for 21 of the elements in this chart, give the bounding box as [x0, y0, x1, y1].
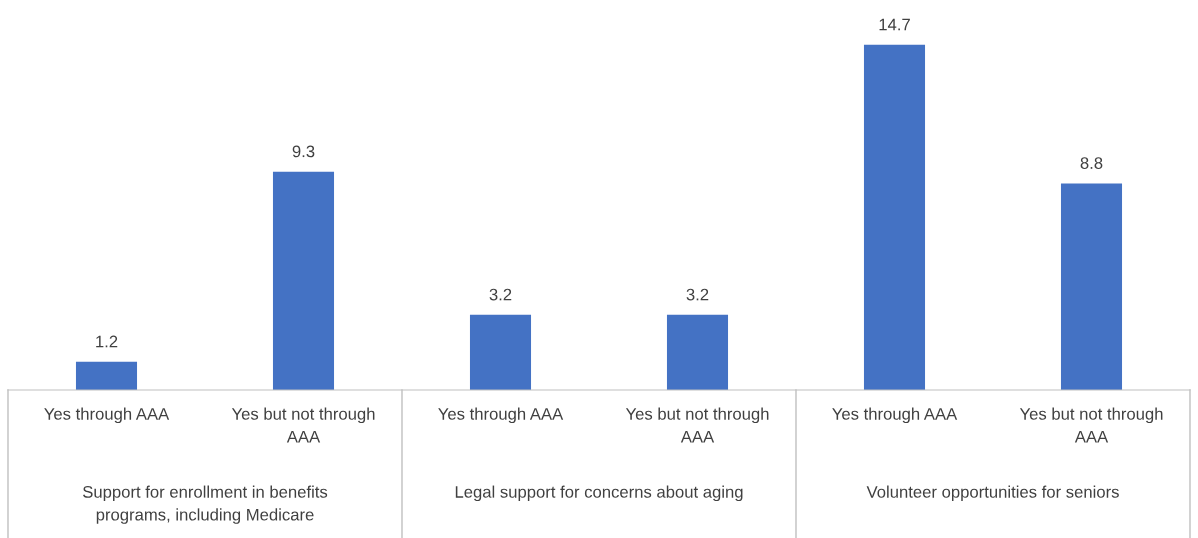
bar: [272, 171, 335, 390]
x-tick-label: Yes through AAA: [438, 407, 564, 424]
data-label: 14.7: [879, 18, 910, 31]
data-label: 8.8: [1080, 157, 1103, 169]
text: Volunteer opportunities for seniors: [866, 485, 1119, 502]
text: Legal support for concerns about aging: [455, 485, 743, 502]
data-label: 3.2: [686, 288, 709, 301]
bar: [863, 44, 926, 390]
x-tick-label: Yes but not through AAA: [625, 407, 769, 443]
bar: [666, 314, 729, 390]
data-label: 1.2: [96, 335, 118, 348]
bar: [1060, 183, 1123, 390]
x-tick-label: Yes through AAA: [832, 407, 958, 424]
x-tick-label: Yes but not through AAA: [231, 407, 375, 443]
bar: [75, 361, 138, 390]
text: Support for enrollment in benefits programs, including Medicare: [83, 485, 328, 524]
bar: [469, 314, 532, 390]
x-tick-label: Yes but not through AAA: [1019, 407, 1163, 443]
data-label: 9.3: [292, 145, 315, 158]
data-label: 3.2: [489, 288, 512, 301]
x-tick-label: Yes through AAA: [44, 407, 170, 424]
